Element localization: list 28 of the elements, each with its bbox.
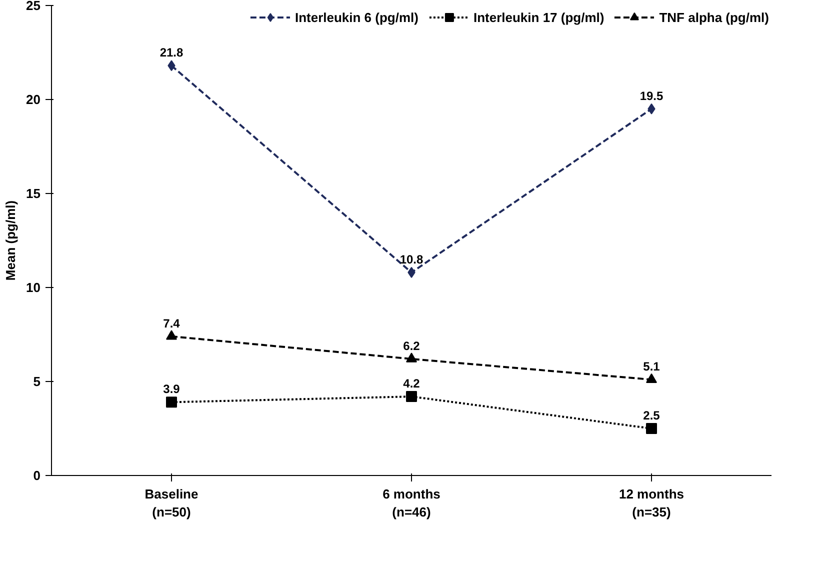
point (646, 423, 657, 434)
point (646, 373, 657, 384)
data-label: 4.2 (403, 376, 420, 391)
point (166, 396, 177, 408)
point (406, 391, 417, 402)
x-tick-label: 12 months (n=35) (618, 486, 684, 520)
y-tick-label: 10 (26, 280, 41, 295)
x-tick-label: Baseline (n=50) (144, 486, 198, 520)
data-label: 5.1 (643, 360, 660, 374)
data-label: 7.4 (163, 316, 180, 330)
point (166, 330, 177, 340)
data-label: 2.5 (643, 408, 660, 422)
y-tick-label: 5 (33, 374, 41, 389)
data-label: 6.2 (403, 338, 420, 353)
legend-label: Interleukin 17 (pg/ml) (473, 10, 604, 24)
y-tick-label: 25 (26, 0, 41, 13)
data-label: 3.9 (163, 382, 180, 396)
y-tick-label: 20 (26, 92, 41, 107)
legend-label: TNF alpha (pg/ml) (659, 10, 769, 24)
legend-label: Interleukin 6 (pg/ml) (294, 10, 418, 24)
y-tick-label: 15 (26, 186, 41, 201)
x-tick-label: 6 months (n=46) (382, 486, 440, 520)
y-tick-label: 0 (33, 468, 41, 483)
data-label: 21.8 (160, 46, 184, 60)
point (406, 352, 417, 362)
data-label: 10.8 (400, 252, 424, 266)
data-label: 19.5 (640, 88, 664, 103)
y-axis-title: Mean (pg/ml) (3, 200, 18, 281)
